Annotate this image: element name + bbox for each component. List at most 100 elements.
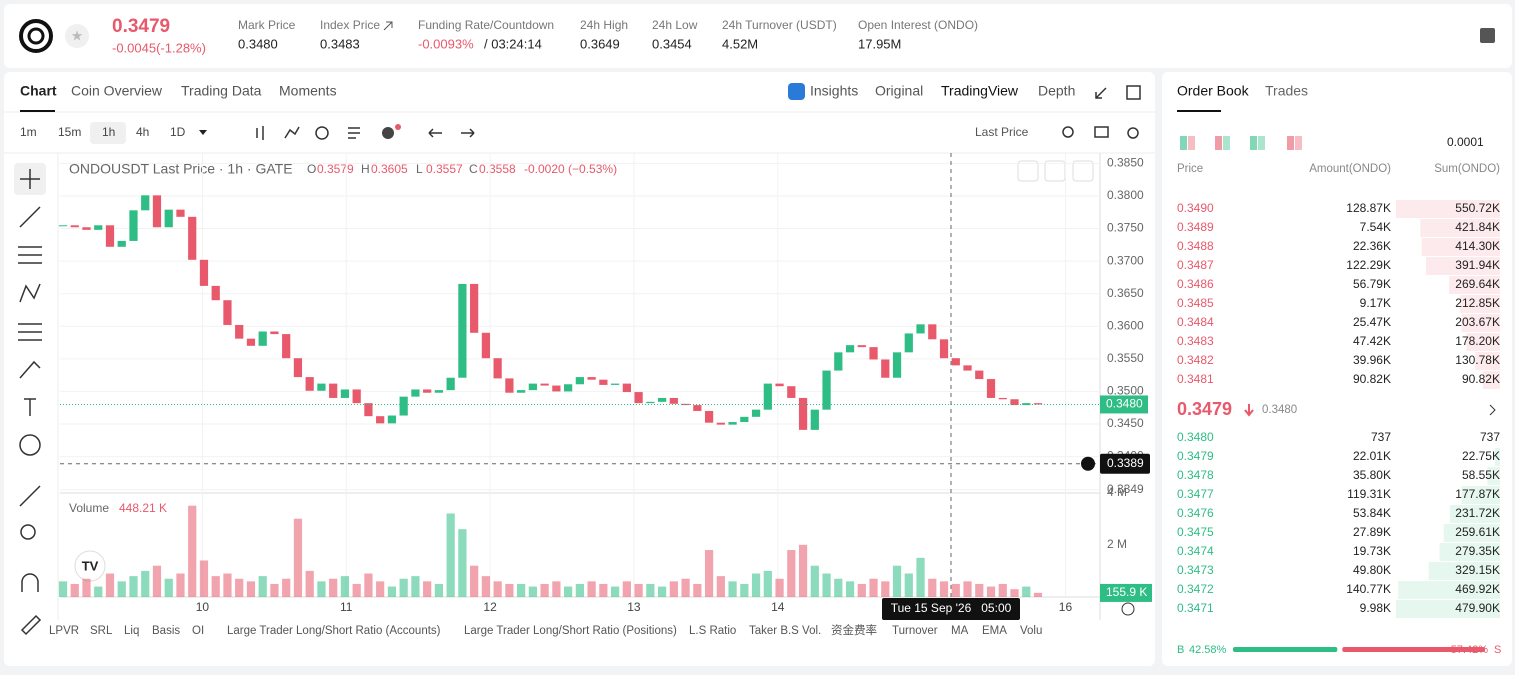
- precision[interactable]: 0.0001: [1447, 135, 1484, 149]
- volume-bar: [552, 581, 560, 597]
- interval[interactable]: 1h: [102, 125, 115, 139]
- volume-bar: [681, 579, 689, 597]
- layout-icon[interactable]: [1215, 136, 1222, 150]
- candle: [270, 331, 278, 334]
- indicator-tab[interactable]: Large Trader Long/Short Ratio (Accounts): [227, 625, 441, 637]
- y-tick-label: 0.3750: [1107, 221, 1144, 235]
- view-tab[interactable]: TradingView: [941, 83, 1019, 99]
- indicator-tab[interactable]: LPVR: [49, 625, 79, 637]
- indicator-tab[interactable]: SRL: [90, 625, 113, 637]
- candle: [681, 404, 689, 405]
- interval[interactable]: 4h: [136, 125, 149, 139]
- book-tab[interactable]: Trades: [1265, 83, 1308, 99]
- volume-bar: [517, 584, 525, 597]
- chart-tab[interactable]: Moments: [279, 83, 337, 99]
- layout-icon[interactable]: [1258, 136, 1265, 150]
- chart-button[interactable]: [1045, 161, 1065, 181]
- notes-icon[interactable]: [1480, 28, 1495, 43]
- candle: [611, 384, 619, 385]
- layout-icon[interactable]: [1295, 136, 1302, 150]
- indicator-tab[interactable]: Large Trader Long/Short Ratio (Positions…: [464, 625, 677, 637]
- interval[interactable]: 1D: [170, 125, 186, 139]
- book-price: 0.3484: [1177, 315, 1214, 329]
- indicator-tab[interactable]: Volu: [1020, 625, 1042, 637]
- book-amount: 119.31K: [1347, 487, 1391, 501]
- view-tab[interactable]: Insights: [810, 83, 858, 99]
- volume-bar: [705, 550, 713, 597]
- sell-bar: [1342, 647, 1485, 652]
- book-price: 0.3485: [1177, 296, 1214, 310]
- volume-bar: [118, 581, 126, 597]
- candle: [869, 347, 877, 359]
- chart-tab[interactable]: Coin Overview: [71, 83, 163, 99]
- layout-icon[interactable]: [1180, 136, 1187, 150]
- indicator-tab[interactable]: EMA: [982, 625, 1007, 637]
- candle: [564, 384, 572, 391]
- indicator-tab[interactable]: OI: [192, 625, 204, 637]
- candle: [576, 377, 584, 384]
- volume-bar: [1010, 589, 1018, 597]
- book-sum: 177.87K: [1455, 487, 1500, 501]
- volume-bar: [564, 587, 572, 597]
- indicator-tab[interactable]: Liq: [124, 625, 139, 637]
- book-amount: 122.29K: [1346, 258, 1391, 272]
- ai-badge: [788, 83, 805, 100]
- volume-bar: [447, 513, 455, 597]
- volume-bar: [541, 584, 549, 597]
- book-price: 0.3488: [1177, 239, 1214, 253]
- volume-bar: [294, 519, 302, 597]
- candle: [799, 398, 807, 430]
- chart-button[interactable]: [1018, 161, 1038, 181]
- indicator-tab[interactable]: 资金费率: [831, 623, 877, 637]
- view-tab[interactable]: Depth: [1038, 83, 1075, 99]
- indicator-tab[interactable]: Turnover: [892, 625, 938, 637]
- candle: [752, 410, 760, 417]
- book-amount: 9.17K: [1360, 296, 1391, 310]
- candle: [634, 392, 642, 403]
- indicator-tab[interactable]: Taker B.S Vol.: [749, 625, 821, 637]
- stat-value: 17.95M: [858, 36, 901, 51]
- price-source[interactable]: Last Price: [975, 125, 1029, 139]
- book-price: 0.3490: [1177, 201, 1214, 215]
- interval[interactable]: 1m: [20, 125, 37, 139]
- chart-button[interactable]: [1073, 161, 1093, 181]
- book-tab[interactable]: Order Book: [1177, 83, 1250, 99]
- volume-bar: [259, 576, 267, 597]
- candle: [846, 345, 854, 352]
- indicator-icon[interactable]: [382, 127, 394, 139]
- indicator-tab[interactable]: L.S Ratio: [689, 625, 736, 637]
- volume-bar: [364, 574, 372, 597]
- volume-bar: [458, 529, 466, 597]
- book-sum: 550.72K: [1455, 201, 1500, 215]
- layout-icon[interactable]: [1188, 136, 1195, 150]
- add-alert[interactable]: [1081, 457, 1095, 471]
- view-tab[interactable]: Original: [875, 83, 923, 99]
- layout-icon[interactable]: [1223, 136, 1230, 150]
- stat-label: 24h High: [580, 18, 628, 32]
- layout-icon[interactable]: [1250, 136, 1257, 150]
- interval[interactable]: 15m: [58, 125, 81, 139]
- candle: [940, 339, 948, 358]
- chart-tab[interactable]: Trading Data: [181, 83, 262, 99]
- book-amount: 19.73K: [1353, 544, 1391, 558]
- book-sum: 58.55K: [1462, 468, 1500, 482]
- candle: [329, 384, 337, 398]
- stat-value: -0.0093%: [418, 36, 474, 51]
- indicator-tab[interactable]: MA: [951, 625, 969, 637]
- volume-bar: [188, 506, 196, 597]
- volume-bar: [822, 574, 830, 597]
- volume-bar: [1022, 587, 1030, 597]
- candle: [364, 403, 372, 416]
- notification-dot: [395, 124, 401, 130]
- chart-tab[interactable]: Chart: [20, 83, 57, 99]
- volume-bar: [317, 581, 325, 597]
- y-tick-label: 0.3600: [1107, 318, 1144, 332]
- candle: [411, 389, 419, 396]
- stat-label: Funding Rate/Countdown: [418, 18, 554, 32]
- column-header: Amount(ONDO): [1309, 163, 1391, 175]
- candle: [435, 390, 443, 393]
- layout-icon[interactable]: [1287, 136, 1294, 150]
- book-sum: 212.85K: [1455, 296, 1500, 310]
- candle: [905, 333, 913, 352]
- indicator-tab[interactable]: Basis: [152, 625, 180, 637]
